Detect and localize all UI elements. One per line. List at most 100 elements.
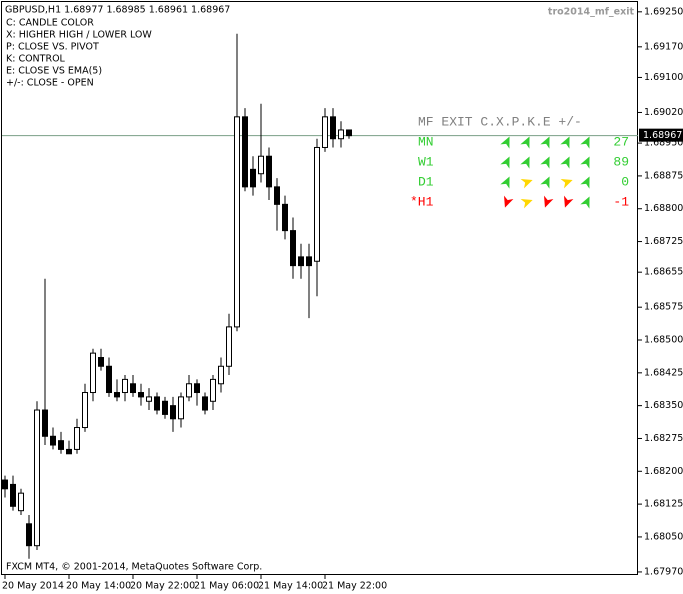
candle-body [130, 383, 136, 394]
candle-body [218, 365, 224, 385]
candle-body [298, 256, 304, 267]
x-tick-label: 21 May 22:00 [322, 581, 387, 592]
candle-body [98, 357, 104, 367]
signal-arrow [564, 195, 574, 208]
y-tick-label: 1.68275 [644, 433, 683, 444]
candle-body [154, 396, 160, 411]
candle-body [282, 203, 288, 232]
candle-body [338, 129, 344, 140]
panel-row-label: W1 [418, 154, 434, 169]
x-tick-label: 20 May 14:00 [66, 581, 131, 592]
y-tick-label: 1.68500 [644, 335, 683, 346]
candle-body [202, 396, 208, 411]
panel-row-label: *H1 [410, 194, 434, 209]
candle-body [226, 326, 232, 367]
signal-arrow [580, 196, 590, 209]
footer: FXCM MT4, © 2001-2014, MetaQuotes Softwa… [6, 562, 262, 573]
candle-body [250, 168, 256, 188]
plot-frame [1, 1, 638, 575]
signal-arrow [520, 156, 530, 169]
signal-arrow [580, 176, 590, 189]
candle-body [194, 383, 200, 394]
legend-line: E: CLOSE VS EMA(5) [6, 66, 102, 77]
candle-body [10, 483, 16, 507]
candle-body [210, 378, 216, 402]
signal-arrow [540, 136, 550, 149]
panel-row-value: 89 [613, 154, 629, 169]
candle-body [162, 400, 168, 415]
last-price-label: 1.68967 [643, 130, 682, 141]
y-tick-label: 1.68200 [644, 466, 683, 477]
candle-body [114, 392, 120, 398]
y-tick-label: 1.68575 [644, 302, 683, 313]
legend-line: K: CONTROL [6, 54, 66, 65]
candle-body [322, 116, 328, 148]
signal-arrow [580, 156, 590, 169]
y-tick-label: 1.69100 [644, 72, 683, 83]
panel-header: MF EXIT C.X.P.K.E +/- [418, 114, 582, 129]
candle-body [122, 378, 128, 394]
candle-body [66, 448, 72, 455]
candle-body [138, 392, 144, 398]
indicator-name: tro2014_mf_exit [548, 7, 635, 18]
candle-body [242, 116, 248, 188]
candle-body [314, 146, 320, 262]
signal-arrow [500, 176, 510, 189]
last-price-tag [639, 128, 683, 142]
y-tick-label: 1.69170 [644, 41, 683, 52]
candle-body [82, 392, 88, 429]
candle-body [346, 129, 352, 137]
candle-body [170, 405, 176, 420]
signal-arrow [580, 136, 590, 149]
panel-row-value: 27 [613, 134, 629, 149]
x-tick-label: 20 May 2014 [2, 581, 64, 592]
x-tick-label: 21 May 06:00 [194, 581, 259, 592]
y-tick-label: 1.68725 [644, 236, 683, 247]
panel-row-value: 0 [621, 174, 629, 189]
y-tick-label: 1.69020 [644, 107, 683, 118]
candle-body [290, 230, 296, 267]
signal-arrow [544, 195, 554, 208]
signal-arrow [560, 179, 573, 189]
y-tick-label: 1.68050 [644, 531, 683, 542]
y-tick-label: 1.68350 [644, 400, 683, 411]
candle-body [18, 492, 24, 512]
candle-body [146, 396, 152, 402]
candle-body [2, 479, 8, 490]
y-tick-label: 1.69250 [644, 6, 683, 17]
panel-row-label: MN [418, 134, 434, 149]
candle-body [186, 383, 192, 398]
signal-arrow [500, 156, 510, 169]
legend-line: +/-: CLOSE - OPEN [6, 78, 94, 89]
signal-arrow [560, 136, 570, 149]
candle-body [234, 116, 240, 328]
y-tick-label: 1.68655 [644, 267, 683, 278]
panel-row-label: D1 [418, 174, 434, 189]
legend-line: X: HIGHER HIGH / LOWER LOW [6, 30, 152, 41]
signal-arrow [540, 176, 550, 189]
candle-body [50, 435, 56, 446]
candle-body [74, 427, 80, 450]
signal-arrow [540, 156, 550, 169]
candle-body [58, 440, 64, 450]
y-tick-label: 1.67970 [644, 566, 683, 577]
candle-body [306, 256, 312, 267]
signal-arrow [520, 136, 530, 149]
candle-body [26, 523, 32, 547]
x-tick-label: 20 May 22:00 [130, 581, 195, 592]
signal-arrow [520, 199, 533, 209]
candle-body [42, 409, 48, 437]
y-tick-label: 1.68875 [644, 170, 683, 181]
legend-line: C: CANDLE COLOR [6, 18, 94, 29]
candle-body [258, 155, 264, 175]
candle-body [90, 352, 96, 394]
candle-body [266, 155, 272, 188]
y-tick-label: 1.68800 [644, 203, 683, 214]
x-tick-label: 21 May 14:00 [258, 581, 323, 592]
candle-body [34, 409, 40, 547]
candle-body [106, 365, 112, 394]
panel-row-value: -1 [613, 194, 629, 209]
candle-body [274, 186, 280, 205]
